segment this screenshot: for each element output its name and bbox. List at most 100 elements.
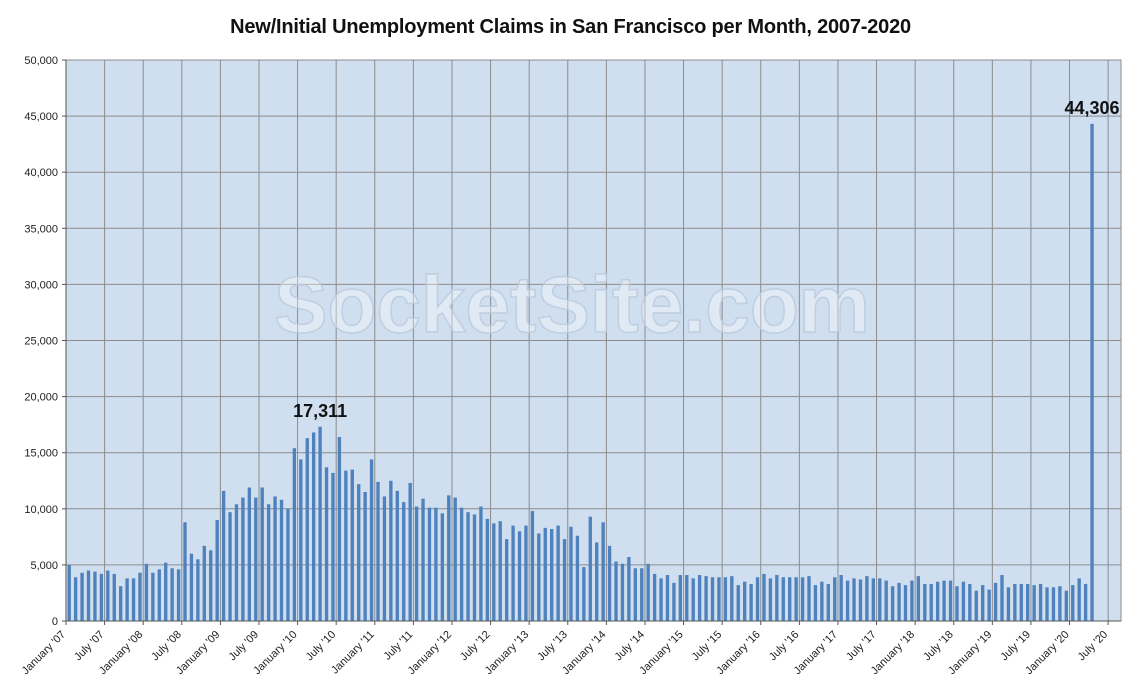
bar <box>1058 586 1062 621</box>
bar <box>562 539 567 621</box>
y-tick-label: 35,000 <box>24 223 58 235</box>
gridlines <box>65 59 1121 621</box>
bar <box>93 571 97 621</box>
bar <box>556 525 560 621</box>
x-tick-label: July '09 <box>226 629 261 664</box>
bar <box>627 557 631 621</box>
bar <box>144 563 149 621</box>
bar <box>389 480 393 621</box>
bar <box>652 573 657 621</box>
bar <box>993 582 998 621</box>
bar <box>935 581 940 621</box>
bar <box>485 518 490 621</box>
annotation-label: 17,311 <box>293 401 347 421</box>
annotations: 17,311 44,306 <box>293 98 1120 421</box>
bar <box>331 472 335 621</box>
x-tick-label: July '17 <box>844 629 879 664</box>
bar <box>923 583 927 621</box>
bar <box>865 576 869 621</box>
bar <box>337 436 342 621</box>
bar <box>408 482 412 621</box>
bar <box>710 577 715 621</box>
annotation-label: 44,306 <box>1065 98 1120 118</box>
bar <box>826 583 830 621</box>
bar <box>299 459 303 621</box>
bar <box>903 585 908 621</box>
bar <box>202 545 206 621</box>
bar <box>119 586 123 621</box>
bar <box>929 583 933 621</box>
y-tick-label: 45,000 <box>24 111 58 123</box>
bar <box>453 497 457 621</box>
bar <box>691 578 695 621</box>
bar <box>588 516 592 621</box>
bar <box>266 504 271 621</box>
y-tick-label: 40,000 <box>24 167 58 179</box>
bar <box>421 498 425 621</box>
bar <box>942 580 946 621</box>
bar <box>550 528 554 621</box>
bar <box>164 562 168 621</box>
bar <box>466 512 470 621</box>
y-tick-label: 30,000 <box>24 279 58 291</box>
bar <box>183 522 187 621</box>
x-tick-label: July '08 <box>149 629 184 664</box>
y-tick-label: 5,000 <box>30 560 58 572</box>
y-tick-label: 20,000 <box>24 392 58 404</box>
bar <box>839 574 843 621</box>
bar <box>292 448 297 621</box>
bar <box>781 577 785 621</box>
bar <box>273 496 277 621</box>
bar <box>537 533 541 621</box>
y-tick-label: 25,000 <box>24 336 58 348</box>
y-tick-label: 0 <box>52 616 58 628</box>
bar <box>427 507 432 621</box>
bar <box>112 573 116 621</box>
bar <box>357 484 361 621</box>
bar <box>382 496 387 621</box>
bar <box>151 572 155 621</box>
bar <box>1013 583 1017 621</box>
bar <box>1071 585 1075 621</box>
bar <box>678 574 683 621</box>
bar <box>176 569 181 621</box>
bar <box>852 578 856 621</box>
x-tick-label: July '07 <box>72 629 107 664</box>
bar <box>363 491 367 621</box>
bar <box>646 563 650 621</box>
y-tick-label: 15,000 <box>24 448 58 460</box>
x-tick-label: July '10 <box>304 629 339 664</box>
bar <box>1000 574 1004 621</box>
bar <box>254 497 258 621</box>
bar <box>311 432 316 621</box>
x-tick-label: July '16 <box>767 629 802 664</box>
bar <box>530 511 535 621</box>
bar <box>215 520 219 621</box>
bar <box>749 583 753 621</box>
bar <box>910 580 914 621</box>
x-tick-label: January '07 <box>20 629 68 677</box>
bar <box>672 582 676 621</box>
bar <box>286 508 290 621</box>
bar <box>106 570 110 621</box>
bar <box>601 522 605 621</box>
bar <box>170 568 174 621</box>
bar <box>209 550 213 621</box>
bar <box>1083 583 1088 621</box>
bar <box>196 559 200 621</box>
bar <box>717 577 721 621</box>
bar <box>517 531 522 621</box>
bar <box>228 512 232 621</box>
bar <box>543 527 547 621</box>
bar <box>961 581 966 621</box>
bar <box>241 497 245 621</box>
bar <box>324 467 329 621</box>
bar <box>472 514 477 621</box>
bar <box>685 574 689 621</box>
bar <box>1051 587 1056 621</box>
bar <box>569 526 573 621</box>
bar <box>981 585 985 621</box>
bar <box>665 574 670 621</box>
bar <box>633 568 637 621</box>
